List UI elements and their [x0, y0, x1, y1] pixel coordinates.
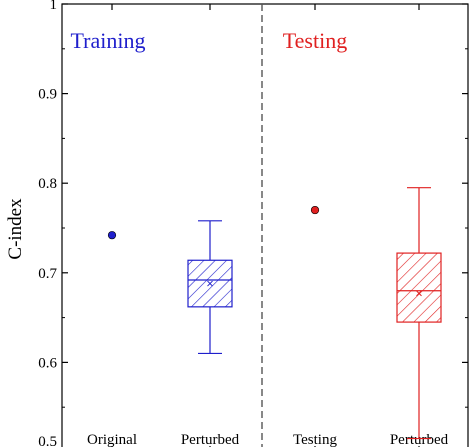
x-tick-label: Perturbed: [181, 432, 240, 447]
panel-title-training: Training: [71, 28, 146, 53]
y-tick-label: 1: [50, 0, 58, 13]
y-tick-label: 0.6: [38, 355, 57, 371]
plot-frame: [61, 3, 469, 447]
data-point-testing: [310, 205, 320, 215]
chart-marks: [107, 187, 442, 440]
y-axis-title: C-index: [5, 198, 26, 260]
box-iqr: [396, 252, 442, 323]
x-tick-label: Testing: [293, 432, 337, 447]
panel-title-testing: Testing: [283, 28, 347, 53]
y-axis: 0.5 0.6 0.7 0.8 0.9 1: [38, 0, 468, 447]
x-axis: Original Perturbed Testing Perturbed: [87, 4, 449, 447]
x-tick-label: Original: [87, 432, 137, 447]
box-mean-marker: [207, 280, 213, 287]
y-tick-label: 0.7: [38, 266, 57, 282]
data-point-training: [107, 231, 117, 240]
x-tick-label: Perturbed: [390, 432, 449, 447]
y-tick-label: 0.8: [38, 176, 57, 192]
y-tick-label: 0.9: [38, 87, 57, 103]
y-tick-label: 0.5: [38, 434, 57, 447]
box-mean-marker: [416, 290, 422, 297]
